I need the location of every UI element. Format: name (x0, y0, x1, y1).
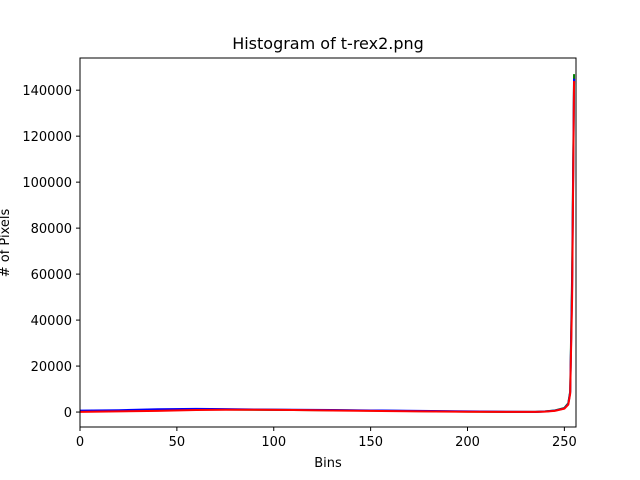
plot-frame (79, 57, 577, 428)
chart-title: Histogram of t-rex2.png (232, 34, 424, 53)
series-line-2 (79, 78, 576, 413)
x-tick-label: 250 (552, 435, 577, 450)
y-tick-label: 100000 (22, 176, 72, 191)
series-line-1 (79, 74, 576, 413)
y-tick-label: 60000 (31, 268, 72, 283)
x-tick-label: 0 (76, 435, 84, 450)
y-tick-label: 120000 (22, 130, 72, 145)
series-line-3 (79, 80, 576, 413)
y-tick-label: 140000 (22, 84, 72, 99)
y-tick-label: 80000 (31, 222, 72, 237)
series-layer (79, 74, 576, 413)
axes-layer: 0 50 100 150 200 250 0 20000 40000 60000 80000 1000… (22, 57, 577, 450)
y-axis-title: # of Pixels (0, 209, 13, 278)
x-axis-title: Bins (314, 456, 342, 471)
y-tick-label: 20000 (31, 360, 72, 375)
x-tick-label: 100 (261, 435, 286, 450)
y-tick-label: 0 (64, 406, 72, 421)
x-tick-label: 200 (455, 435, 480, 450)
y-tick-label: 40000 (31, 314, 72, 329)
x-tick-label: 50 (169, 435, 186, 450)
x-tick-label: 150 (358, 435, 383, 450)
